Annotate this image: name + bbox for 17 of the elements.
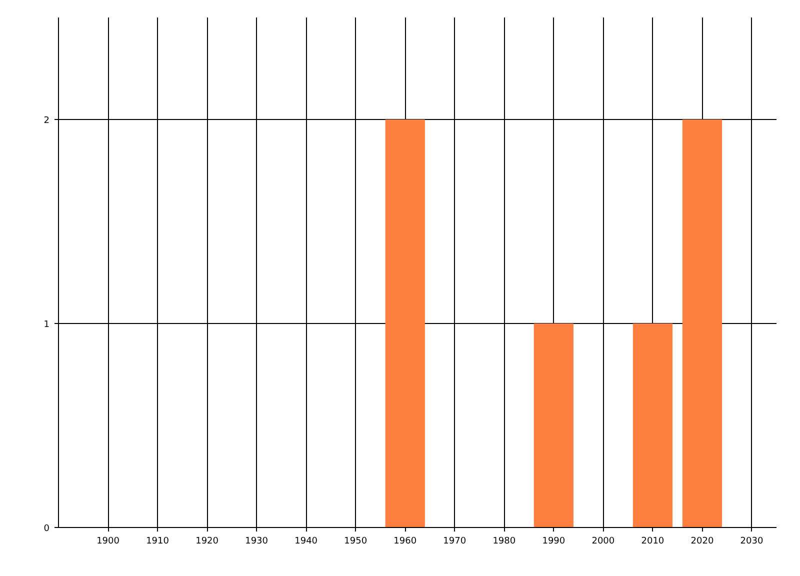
x-tick-label: 1900 [96, 536, 120, 546]
y-tick-label: 0 [44, 524, 50, 534]
x-tick-label: 1920 [196, 536, 219, 546]
x-tick-label: 1970 [443, 536, 466, 546]
x-tick-label: 1950 [344, 536, 368, 546]
x-tick-label: 2030 [740, 536, 764, 546]
x-tick-label: 1910 [146, 536, 170, 546]
x-tick-label: 1980 [492, 536, 516, 546]
y-tick-label: 2 [44, 116, 50, 126]
x-tick-label: 2000 [592, 536, 615, 546]
x-tick-label: 1940 [294, 536, 318, 546]
x-tick-label: 1990 [542, 536, 566, 546]
x-tick-label: 2010 [641, 536, 664, 546]
x-tick-label: 2020 [690, 536, 714, 546]
x-tick-label: 1960 [394, 536, 417, 546]
x-tick-label: 1930 [245, 536, 268, 546]
y-tick-label: 1 [44, 320, 50, 330]
